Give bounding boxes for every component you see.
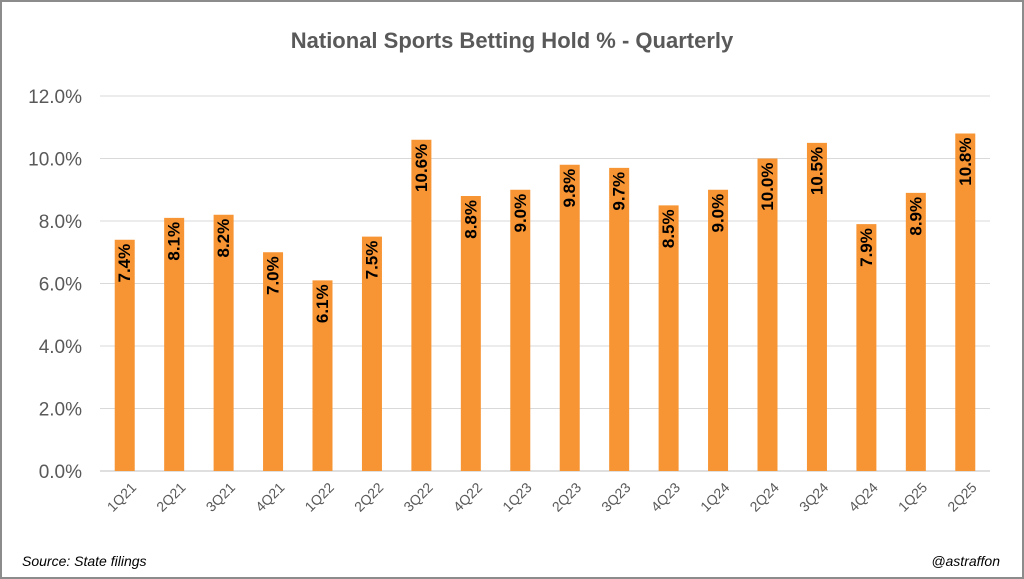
data-label: 8.5% bbox=[659, 209, 678, 248]
x-tick-label: 2Q22 bbox=[351, 479, 387, 515]
y-tick-label: 12.0% bbox=[28, 87, 82, 108]
data-label: 8.2% bbox=[214, 219, 233, 258]
x-tick-label: 1Q25 bbox=[895, 479, 931, 515]
bar-3Q22 bbox=[411, 139, 432, 471]
data-label: 7.0% bbox=[264, 256, 283, 295]
data-label: 8.9% bbox=[906, 197, 925, 236]
bar-1Q25 bbox=[905, 192, 926, 471]
data-label: 10.0% bbox=[758, 163, 777, 211]
bar-1Q22 bbox=[312, 280, 333, 471]
x-tick-label: 2Q25 bbox=[944, 479, 980, 515]
data-labels: 7.4% 8.1% 8.2% 7.0% 6.1% 7.5% 10.6% 8.8% 9.0% 9.8… bbox=[115, 138, 975, 324]
y-tick-label: 6.0% bbox=[39, 275, 82, 296]
data-label: 10.6% bbox=[412, 144, 431, 192]
x-tick-label: 3Q24 bbox=[796, 479, 832, 515]
author-credit: @astraffon bbox=[931, 553, 1000, 569]
x-tick-label: 2Q23 bbox=[549, 479, 585, 515]
source-note: Source: State filings bbox=[22, 553, 147, 569]
data-label: 9.0% bbox=[511, 194, 530, 233]
data-label: 7.9% bbox=[857, 228, 876, 267]
chart-title: National Sports Betting Hold % - Quarter… bbox=[290, 28, 734, 53]
x-tick-label: 1Q21 bbox=[104, 479, 140, 515]
bar-1Q23 bbox=[510, 189, 531, 471]
x-tick-label: 4Q23 bbox=[648, 479, 684, 515]
x-tick-label: 4Q21 bbox=[252, 479, 288, 515]
bar-4Q22 bbox=[460, 196, 481, 471]
y-tick-label: 8.0% bbox=[39, 212, 82, 233]
y-tick-label: 10.0% bbox=[28, 150, 82, 171]
x-tick-label: 2Q24 bbox=[746, 479, 782, 515]
bar-2Q24 bbox=[757, 158, 778, 471]
data-label: 7.5% bbox=[362, 241, 381, 280]
bar-4Q24 bbox=[856, 224, 877, 471]
x-axis-tick-labels: 1Q21 2Q21 3Q21 4Q21 1Q22 2Q22 3Q22 4Q22 1Q23 2Q23… bbox=[104, 479, 980, 515]
bar-2Q25 bbox=[955, 133, 976, 471]
x-tick-label: 1Q23 bbox=[499, 479, 535, 515]
y-tick-label: 4.0% bbox=[39, 337, 82, 358]
bar-1Q24 bbox=[708, 189, 729, 471]
bar-4Q23 bbox=[658, 205, 679, 471]
x-tick-label: 3Q23 bbox=[598, 479, 634, 515]
x-tick-label: 1Q22 bbox=[301, 479, 337, 515]
bar-3Q21 bbox=[213, 214, 234, 471]
data-label: 9.7% bbox=[610, 172, 629, 211]
bars bbox=[114, 133, 976, 471]
x-tick-label: 4Q22 bbox=[450, 479, 486, 515]
data-label: 9.0% bbox=[709, 194, 728, 233]
data-label: 7.4% bbox=[115, 244, 134, 283]
y-axis-tick-labels: 0.0% 2.0% 4.0% 6.0% 8.0% 10.0% 12.0% bbox=[28, 87, 82, 483]
x-tick-label: 4Q24 bbox=[845, 479, 881, 515]
y-tick-label: 0.0% bbox=[39, 462, 82, 483]
x-tick-label: 3Q22 bbox=[400, 479, 436, 515]
data-label: 8.1% bbox=[165, 222, 184, 261]
data-label: 10.8% bbox=[956, 138, 975, 186]
y-tick-label: 2.0% bbox=[39, 400, 82, 421]
data-label: 9.8% bbox=[560, 169, 579, 208]
bar-2Q21 bbox=[164, 217, 185, 471]
gridlines bbox=[100, 95, 990, 472]
data-label: 6.1% bbox=[313, 284, 332, 323]
bar-2Q22 bbox=[361, 236, 382, 471]
data-label: 10.5% bbox=[807, 147, 826, 195]
bar-1Q21 bbox=[114, 239, 135, 471]
bar-3Q23 bbox=[609, 167, 630, 471]
x-tick-label: 1Q24 bbox=[697, 479, 733, 515]
bar-4Q21 bbox=[263, 252, 284, 471]
bar-3Q24 bbox=[806, 142, 827, 471]
data-label: 8.8% bbox=[461, 200, 480, 239]
bar-2Q23 bbox=[559, 164, 580, 471]
x-tick-label: 3Q21 bbox=[203, 479, 239, 515]
x-tick-label: 2Q21 bbox=[153, 479, 189, 515]
